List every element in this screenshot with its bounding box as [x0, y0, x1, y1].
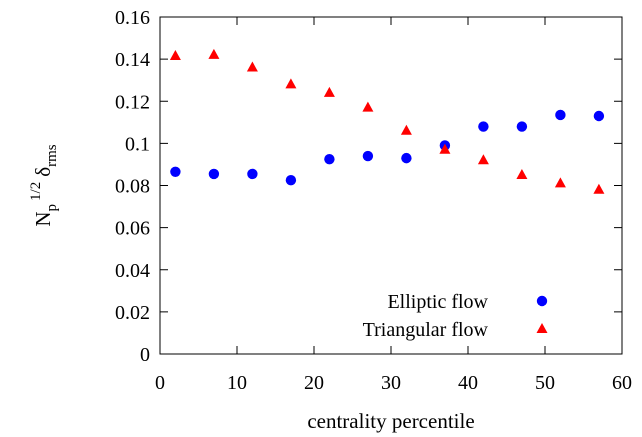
x-tick-label: 0: [155, 372, 165, 394]
y-tick-label: 0.14: [115, 49, 150, 71]
triangular-flow-point: [593, 183, 605, 194]
x-tick-label: 10: [227, 372, 247, 394]
y-tick-label: 0.08: [115, 176, 150, 198]
x-tick-label: 40: [458, 372, 478, 394]
triangular-flow-point: [323, 86, 335, 97]
y-tick-label: 0.1: [125, 133, 150, 155]
x-tick-label: 50: [535, 372, 555, 394]
triangular-flow-point: [285, 78, 297, 89]
legend-label-0: Elliptic flow: [387, 291, 488, 313]
legend-marker-1: [536, 323, 548, 333]
elliptic-flow-point: [247, 168, 258, 180]
series-1: [169, 48, 605, 194]
triangular-flow-point: [554, 177, 566, 188]
y-label-symbol: δ: [31, 167, 55, 177]
x-tick-label: 20: [304, 372, 324, 394]
x-axis-label: centrality percentile: [307, 409, 474, 433]
ticks-layer: 0 0.02 0.04 0.06 0.08 0.1 0.12 0.14 0.16 0 10 20 30 4…: [115, 7, 632, 394]
y-tick-label: 0: [140, 344, 150, 366]
elliptic-flow-point: [362, 150, 374, 162]
elliptic-flow-point: [208, 168, 220, 180]
elliptic-flow-point: [285, 175, 297, 186]
plot-frame: [159, 16, 623, 355]
y-label-base: N: [31, 211, 55, 226]
legend: Elliptic flow Triangular flow: [363, 291, 548, 341]
series-0: [170, 109, 605, 186]
points-layer: [169, 48, 605, 194]
y-tick-label: 0.16: [115, 7, 150, 29]
triangular-flow-point: [169, 49, 181, 60]
y-tick-label: 0.12: [115, 91, 150, 113]
triangular-flow-point: [246, 61, 258, 72]
elliptic-flow-point: [555, 109, 566, 121]
y-label-exponent: 1/2: [28, 182, 44, 201]
triangular-flow-point: [516, 168, 528, 179]
y-tick-label: 0.02: [115, 302, 150, 324]
y-label-symbol-sub: rms: [44, 144, 60, 167]
elliptic-flow-point: [478, 121, 489, 132]
elliptic-flow-point: [593, 110, 605, 122]
legend-marker-0: [536, 295, 548, 307]
triangular-flow-point: [400, 124, 412, 135]
x-tick-label: 30: [381, 372, 401, 394]
elliptic-flow-point: [516, 121, 528, 132]
y-axis-label: Np1/2 δrms: [28, 144, 60, 226]
x-tick-label: 60: [612, 372, 632, 394]
triangular-flow-point: [362, 101, 374, 112]
elliptic-flow-point: [324, 153, 335, 165]
elliptic-flow-point: [401, 152, 412, 164]
triangular-flow-point: [439, 143, 451, 154]
y-label-base-sub: p: [44, 204, 60, 212]
y-tick-label: 0.04: [115, 260, 150, 282]
elliptic-flow-point: [170, 166, 181, 178]
legend-label-1: Triangular flow: [363, 319, 489, 341]
y-tick-label: 0.06: [115, 218, 150, 240]
triangular-flow-point: [208, 48, 220, 59]
triangular-flow-point: [477, 154, 489, 165]
